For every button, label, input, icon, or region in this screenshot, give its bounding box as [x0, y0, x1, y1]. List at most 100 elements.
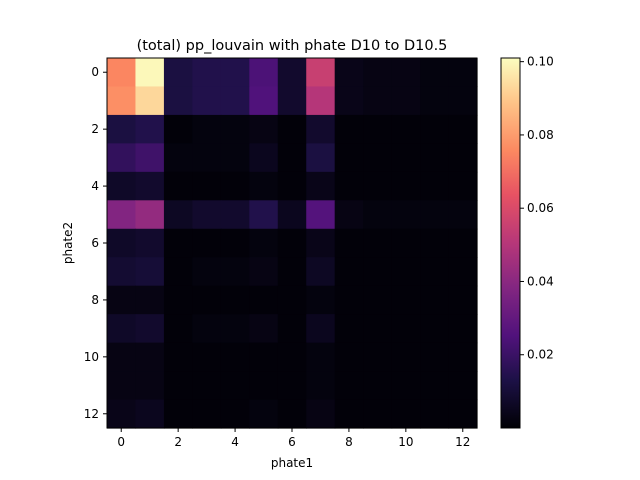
heatmap-cell — [363, 371, 393, 401]
y-axis-ticks: 0 2 4 6 8 10 12 — [84, 65, 107, 421]
heatmap-cell — [334, 114, 364, 144]
heatmap-cell — [192, 399, 222, 429]
heatmap-cell — [363, 86, 393, 116]
heatmap-cell — [163, 228, 193, 258]
heatmap-cell — [220, 228, 250, 258]
x-tick-label: 6 — [288, 435, 296, 449]
y-tick-label: 12 — [84, 407, 99, 421]
heatmap-cell — [306, 257, 336, 287]
heatmap-cell — [192, 228, 222, 258]
colorbar-tick-label: 0.08 — [527, 128, 554, 142]
heatmap-cell — [420, 114, 450, 144]
heatmap-cell — [107, 257, 137, 287]
heatmap-cell — [192, 257, 222, 287]
heatmap-cell — [363, 200, 393, 230]
heatmap-cell — [220, 399, 250, 429]
heatmap-cell — [220, 342, 250, 372]
heatmap-cell — [135, 257, 165, 287]
heatmap-cell — [135, 143, 165, 173]
heatmap-cell — [391, 114, 421, 144]
heatmap-cell — [334, 200, 364, 230]
heatmap-cell — [163, 171, 193, 201]
heatmap-cell — [448, 399, 478, 429]
heatmap-cell — [277, 285, 307, 315]
heatmap-cell — [448, 285, 478, 315]
heatmap-cell — [249, 143, 279, 173]
heatmap-cell — [448, 371, 478, 401]
heatmap-cell — [391, 143, 421, 173]
heatmap-cell — [334, 58, 364, 88]
heatmap-cell — [277, 143, 307, 173]
heatmap-cell — [163, 143, 193, 173]
heatmap-cell — [277, 399, 307, 429]
heatmap-cell — [306, 285, 336, 315]
heatmap-cell — [420, 171, 450, 201]
heatmap-cell — [220, 285, 250, 315]
heatmap-cell — [448, 114, 478, 144]
heatmap-cell — [107, 314, 137, 344]
heatmap-cell — [420, 257, 450, 287]
heatmap-cell — [135, 171, 165, 201]
heatmap-cell — [107, 228, 137, 258]
heatmap-cell — [220, 58, 250, 88]
heatmap-cell — [363, 399, 393, 429]
x-tick-label: 10 — [398, 435, 413, 449]
heatmap-cell — [420, 86, 450, 116]
colorbar-tick-label: 0.04 — [527, 274, 554, 288]
heatmap-cell — [420, 228, 450, 258]
heatmap-cell — [220, 257, 250, 287]
heatmap-cell — [135, 86, 165, 116]
colorbar-ticks: 0.02 0.04 0.06 0.08 0.10 — [520, 55, 554, 362]
heatmap-cell — [306, 228, 336, 258]
heatmap-cell — [420, 285, 450, 315]
heatmap-cell — [448, 200, 478, 230]
x-tick-label: 8 — [345, 435, 353, 449]
heatmap-cell — [306, 171, 336, 201]
heatmap-cell — [192, 143, 222, 173]
heatmap-cell — [306, 342, 336, 372]
heatmap-cell — [192, 314, 222, 344]
heatmap-cell — [420, 143, 450, 173]
heatmap-cell — [163, 200, 193, 230]
heatmap-cell — [135, 285, 165, 315]
heatmap-cell — [107, 171, 137, 201]
y-tick-label: 4 — [91, 179, 99, 193]
heatmap-cell — [363, 285, 393, 315]
heatmap-cell — [135, 314, 165, 344]
heatmap-cell — [249, 171, 279, 201]
heatmap-cell — [334, 285, 364, 315]
heatmap-cell — [334, 86, 364, 116]
heatmap-cell — [420, 314, 450, 344]
heatmap-cell — [277, 314, 307, 344]
heatmap-cell — [277, 342, 307, 372]
heatmap-cell — [277, 114, 307, 144]
heatmap-cells — [107, 58, 478, 429]
heatmap-cell — [192, 371, 222, 401]
heatmap-cell — [163, 58, 193, 88]
heatmap-cell — [391, 86, 421, 116]
heatmap-cell — [391, 171, 421, 201]
heatmap-cell — [306, 58, 336, 88]
heatmap-cell — [163, 342, 193, 372]
heatmap-cell — [391, 342, 421, 372]
heatmap-cell — [334, 371, 364, 401]
heatmap-cell — [220, 314, 250, 344]
heatmap-cell — [192, 86, 222, 116]
heatmap-cell — [135, 342, 165, 372]
heatmap-cell — [448, 143, 478, 173]
heatmap-cell — [107, 58, 137, 88]
heatmap-cell — [363, 171, 393, 201]
heatmap-cell — [135, 114, 165, 144]
y-axis-label: phate2 — [61, 222, 75, 264]
heatmap-cell — [107, 114, 137, 144]
colorbar-tick-label: 0.10 — [527, 55, 554, 69]
heatmap-cell — [334, 399, 364, 429]
heatmap-cell — [135, 371, 165, 401]
chart-title: (total) pp_louvain with phate D10 to D10… — [137, 38, 448, 54]
heatmap-cell — [163, 314, 193, 344]
heatmap-cell — [334, 143, 364, 173]
heatmap-cell — [192, 200, 222, 230]
heatmap-cell — [448, 86, 478, 116]
x-axis-ticks: 0 2 4 6 8 10 12 — [117, 428, 470, 449]
colorbar-tick-label: 0.02 — [527, 348, 554, 362]
